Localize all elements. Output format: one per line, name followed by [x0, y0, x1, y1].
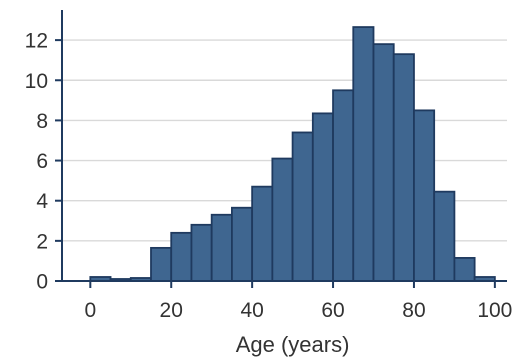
histogram-bar	[413, 109, 436, 282]
y-tick-label: 8	[36, 110, 48, 133]
axes	[61, 10, 507, 282]
histogram-bar	[210, 213, 233, 282]
x-tick-label: 40	[240, 299, 263, 322]
y-tick-label: 4	[36, 190, 48, 213]
histogram-bar	[291, 131, 314, 282]
histogram-bar	[311, 112, 334, 282]
histogram-bar	[251, 185, 274, 282]
histogram-bar	[271, 157, 294, 282]
histogram-bar	[190, 223, 213, 282]
y-axis-ticks: 0 2 4 6 8 10 12	[25, 30, 62, 294]
x-axis-label: Age (years)	[236, 332, 350, 357]
x-tick-label: 80	[402, 299, 425, 322]
y-tick-label: 12	[25, 30, 48, 53]
y-tick-label: 0	[36, 271, 48, 294]
histogram-bar	[352, 26, 375, 282]
histogram-bar	[332, 89, 355, 282]
histogram-bar	[231, 206, 254, 282]
y-tick-label: 2	[36, 230, 48, 253]
histogram-bar	[150, 246, 173, 282]
y-tick-label: 10	[25, 70, 48, 93]
histogram-bars	[89, 26, 496, 282]
histogram-bar	[372, 43, 395, 282]
x-tick-label: 100	[477, 299, 512, 322]
histogram-bar	[433, 190, 456, 282]
x-tick-label: 60	[321, 299, 344, 322]
histogram-bar	[392, 53, 415, 282]
histogram-bar	[453, 257, 476, 282]
x-axis-ticks: 0 20 40 60 80 100	[84, 281, 512, 322]
x-tick-label: 0	[84, 299, 96, 322]
histogram-bar	[170, 231, 193, 282]
y-tick-label: 6	[36, 150, 48, 173]
x-tick-label: 20	[160, 299, 183, 322]
